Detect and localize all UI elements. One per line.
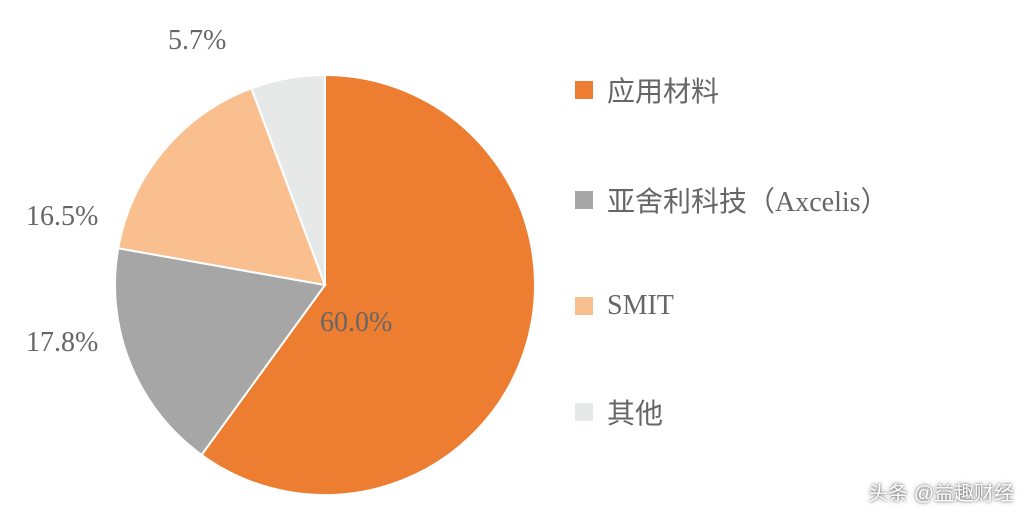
legend-item: 其他 xyxy=(575,392,889,432)
legend-swatch xyxy=(575,403,593,421)
watermark: 头条 @益趣财经 xyxy=(868,477,1014,506)
legend-swatch xyxy=(575,297,593,315)
legend-item: 应用材料 xyxy=(575,70,889,110)
legend-label: 亚舍利科技（Axcelis） xyxy=(607,180,889,220)
legend: 应用材料亚舍利科技（Axcelis） SMIT 其他 xyxy=(575,70,889,432)
legend-label: SMIT xyxy=(607,290,674,322)
legend-label: 应用材料 xyxy=(607,70,719,110)
pie-svg xyxy=(110,60,540,510)
legend-item: 亚舍利科技（Axcelis） xyxy=(575,180,889,220)
legend-item: SMIT xyxy=(575,290,889,322)
slice-label: 60.0% xyxy=(320,307,392,339)
slice-label: 17.8% xyxy=(26,327,98,359)
pie-chart: 60.0% 17.8% 16.5% 5.7% xyxy=(20,25,520,505)
legend-swatch xyxy=(575,81,593,99)
slice-label: 5.7% xyxy=(168,25,226,57)
legend-label: 其他 xyxy=(607,392,663,432)
slice-label: 16.5% xyxy=(26,201,98,233)
legend-swatch xyxy=(575,191,593,209)
